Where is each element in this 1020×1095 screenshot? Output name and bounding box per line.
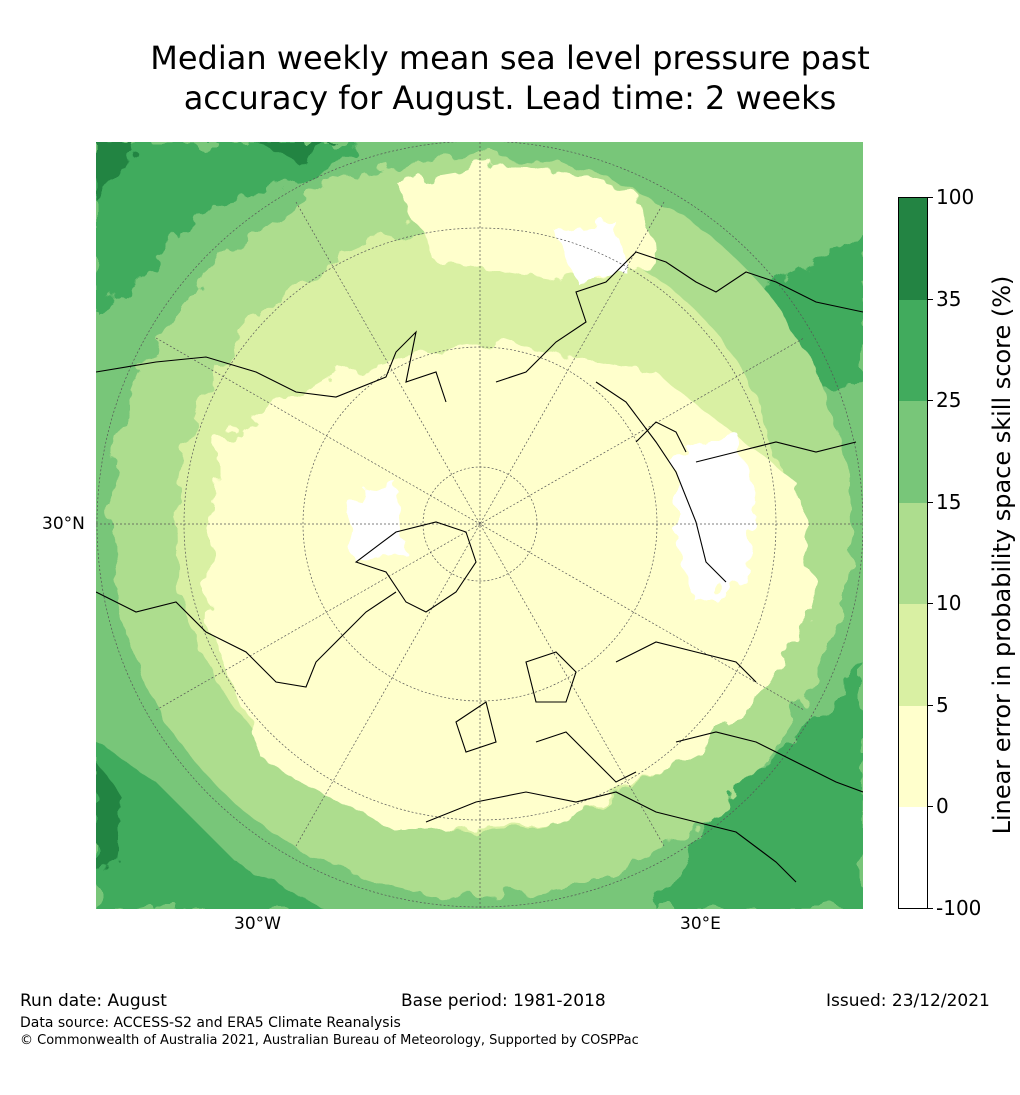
- field-high-se: [656, 662, 863, 909]
- lon-label-30w: 30°W: [234, 914, 281, 934]
- colorbar-tick-mark: [928, 806, 933, 807]
- lat-label-30n: 30°N: [42, 514, 85, 534]
- graticule: [96, 142, 863, 909]
- colorbar-bin-35-100: [899, 198, 927, 300]
- field-high-nw: [96, 142, 356, 312]
- colorbar-tick-mark: [928, 299, 933, 300]
- colorbar-bin-25-35: [899, 300, 927, 401]
- colorbar-tick-mark: [928, 502, 933, 503]
- run-date: Run date: August: [20, 991, 167, 1011]
- field-neg-east: [676, 432, 756, 602]
- skill-map: [96, 142, 863, 909]
- colorbar-tick-mark: [928, 400, 933, 401]
- field-neg-center: [346, 482, 406, 562]
- colorbar-tick-label: 10: [936, 591, 962, 615]
- title-line-1: Median weekly mean sea level pressure pa…: [150, 39, 870, 77]
- coastlines: [96, 251, 863, 883]
- lon-label-30e: 30°E: [680, 914, 721, 934]
- map-title: Median weekly mean sea level pressure pa…: [0, 38, 1020, 118]
- colorbar-tick-mark: [928, 603, 933, 604]
- colorbar-bin-10-15: [899, 503, 927, 604]
- colorbar-tick-label: 100: [936, 185, 975, 209]
- colorbar-tick-mark: [928, 908, 933, 909]
- colorbar-tick-mark: [928, 705, 933, 706]
- colorbar-label: Linear error in probability space skill …: [988, 275, 1016, 835]
- colorbar-tick-label: 5: [936, 693, 949, 717]
- colorbar-tick-label: 0: [936, 794, 949, 818]
- colorbar-tick-mark: [928, 197, 933, 198]
- title-line-2: accuracy for August. Lead time: 2 weeks: [183, 79, 837, 117]
- colorbar-bin-neg100-0: [899, 807, 927, 908]
- colorbar-bin-0-5: [899, 706, 927, 807]
- colorbar-tick-label: 15: [936, 490, 962, 514]
- data-source: Data source: ACCESS-S2 and ERA5 Climate …: [20, 1015, 401, 1031]
- field-low-blob: [206, 342, 816, 832]
- colorbar-bin-5-10: [899, 604, 927, 706]
- field-high-sw: [96, 742, 326, 909]
- field-dark-top: [256, 142, 336, 162]
- field-dark-sw: [96, 762, 126, 872]
- copyright: © Commonwealth of Australia 2021, Austra…: [20, 1033, 639, 1048]
- skill-map-svg: [96, 142, 863, 909]
- colorbar-tick-label: -100: [936, 896, 982, 920]
- colorbar-tick-label: 25: [936, 388, 962, 412]
- colorbar-tick-label: 35: [936, 287, 962, 311]
- field-dark-nw: [96, 142, 136, 202]
- base-period: Base period: 1981-2018: [401, 991, 606, 1011]
- issued-date: Issued: 23/12/2021: [826, 991, 990, 1011]
- colorbar: [898, 197, 928, 909]
- field-neg-north: [556, 222, 626, 282]
- colorbar-bin-15-25: [899, 401, 927, 503]
